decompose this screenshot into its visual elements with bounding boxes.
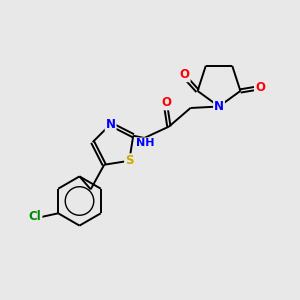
Text: S: S — [125, 154, 134, 167]
Text: O: O — [180, 68, 190, 81]
Text: N: N — [214, 100, 224, 113]
Text: Cl: Cl — [29, 210, 41, 224]
Text: O: O — [255, 81, 265, 94]
Text: N: N — [106, 118, 116, 131]
Text: NH: NH — [136, 138, 154, 148]
Text: O: O — [161, 96, 171, 110]
